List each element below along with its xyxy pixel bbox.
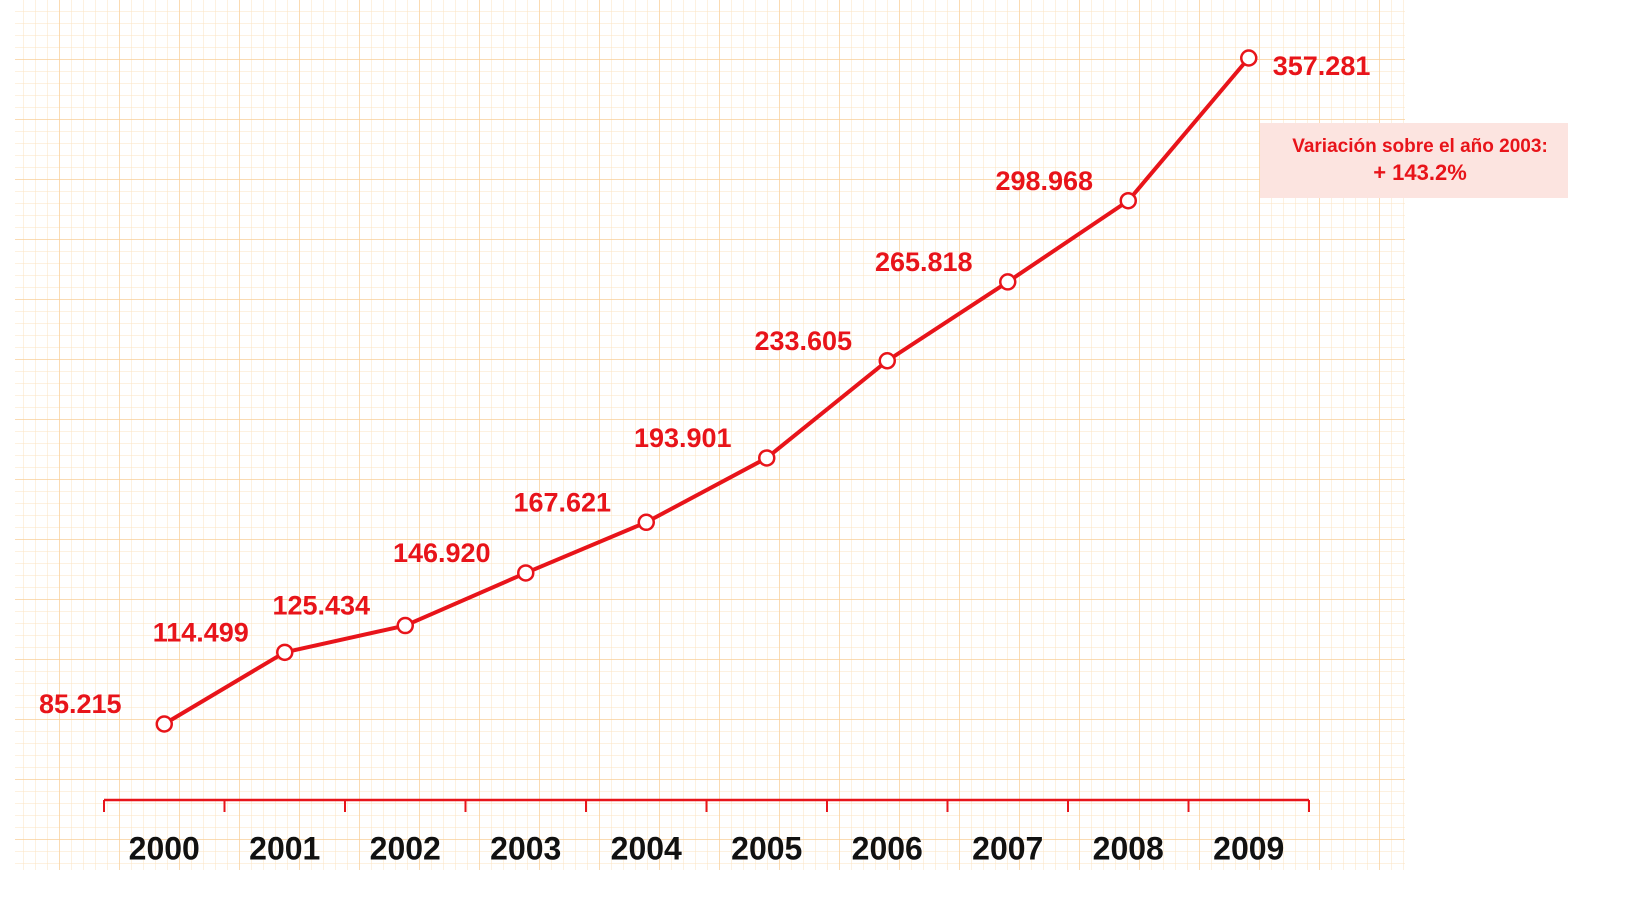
data-label: 125.434 [272,591,370,621]
data-label: 114.499 [153,617,249,647]
x-tick-label: 2002 [370,830,441,866]
line [163,56,1251,726]
x-tick-label: 2003 [490,830,561,866]
x-tick-label: 2001 [249,830,320,866]
x-tick-label: 2004 [611,830,682,866]
annotation-box [1260,123,1568,198]
point [1119,191,1137,210]
point [758,449,776,467]
data-label: 193.901 [634,423,732,453]
data-label: 298.968 [995,166,1093,196]
x-tick-label: 2007 [972,830,1043,866]
point [155,715,173,733]
data-label: 146.920 [393,538,491,568]
data-label: 85.215 [39,689,122,719]
annotation: Variación sobre el año 2003: [1292,136,1548,157]
data-label: 233.605 [754,326,852,356]
x-tick-label: 2000 [129,830,200,866]
data-label: 357.281 [1273,51,1371,81]
point [517,564,535,582]
x-tick-label: 2005 [731,830,802,866]
point [276,643,294,662]
point [637,513,655,532]
x-tick-label: 2008 [1093,830,1164,866]
data-label: 265.818 [875,247,973,277]
point [999,273,1017,291]
point [878,352,896,370]
data-label: 167.621 [513,487,611,517]
annotation: + 143.2% [1373,160,1467,185]
point [396,616,414,635]
point [1240,49,1258,67]
x-tick-label: 2009 [1213,830,1284,866]
x-tick-label: 2006 [852,830,923,866]
